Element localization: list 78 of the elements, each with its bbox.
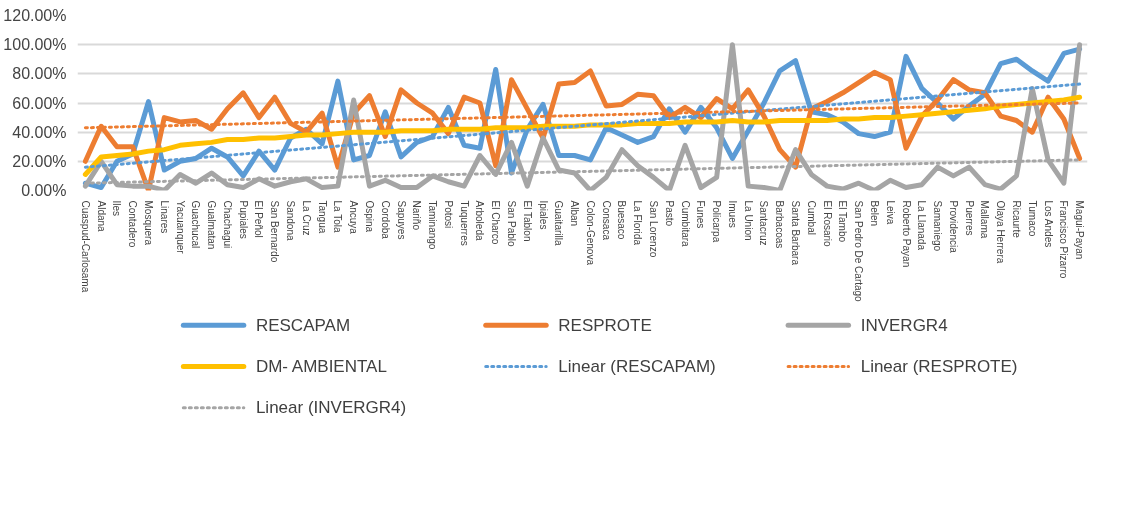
- x-tick-label: Olaya Herrera: [995, 200, 1007, 264]
- x-tick-label: La Llanada: [916, 200, 928, 251]
- x-tick-label: La Union: [742, 200, 754, 241]
- x-tick-label: Santa Barbara: [790, 200, 802, 266]
- x-tick-label: Mallama: [979, 200, 991, 239]
- y-tick-label: 60.00%: [12, 94, 67, 112]
- x-tick-label: Pupiales: [237, 200, 249, 239]
- x-tick-label: El Tambo: [837, 200, 849, 243]
- x-tick-label: Sapuyes: [395, 200, 407, 240]
- x-tick-label: San Bernardo: [269, 200, 281, 263]
- x-tick-label: Buesaco: [616, 200, 628, 240]
- x-tick-label: El Rosario: [821, 200, 833, 248]
- x-tick-label: El Peñol: [253, 200, 265, 238]
- x-tick-label: Contadero: [127, 200, 139, 248]
- x-tick-label: Taminango: [427, 200, 439, 250]
- x-tick-label: Chachagui: [221, 200, 233, 249]
- x-tick-label: Los Andes: [1042, 200, 1054, 248]
- x-tick-label: Cordoba: [379, 200, 391, 240]
- legend-label: Linear (RESPROTE): [860, 357, 1018, 376]
- x-tick-label: Guaitarilla: [553, 200, 565, 246]
- x-tick-label: Yacuanquer: [174, 200, 186, 255]
- y-tick-label: 120.00%: [3, 7, 67, 24]
- x-tick-label: Mosquera: [143, 200, 155, 246]
- x-tick-label: Barbacoas: [774, 200, 786, 249]
- legend-label: Linear (INVERGR4): [255, 398, 407, 418]
- x-tick-label: Funes: [695, 200, 707, 229]
- y-tick-label: 80.00%: [12, 65, 67, 83]
- x-tick-label: Iles: [111, 200, 123, 217]
- x-tick-label: Arboleda: [474, 200, 486, 241]
- x-tick-label: Santacruz: [758, 200, 770, 246]
- x-tick-label: Aldana: [95, 200, 107, 233]
- x-tick-label: Gualmatan: [206, 200, 218, 250]
- x-tick-label: Belen: [868, 200, 880, 227]
- x-tick-label: La Cruz: [300, 200, 312, 236]
- legend-label: INVERGR4: [860, 315, 948, 335]
- x-tick-label: Tumaco: [1026, 200, 1038, 237]
- x-tick-label: Sandona: [285, 200, 297, 241]
- x-tick-label: Roberto Payan: [900, 200, 912, 268]
- x-tick-label: Linares: [158, 200, 170, 234]
- x-tick-label: Imues: [726, 200, 738, 228]
- x-tick-label: Consaca: [600, 200, 612, 241]
- x-tick-label: Providencia: [947, 200, 959, 254]
- x-tick-label: San Lorenzo: [648, 200, 660, 258]
- y-tick-label: 100.00%: [3, 36, 67, 54]
- legend-label: DM- AMBIENTAL: [255, 357, 387, 376]
- x-tick-label: San Pedro De Cartago: [853, 200, 865, 303]
- x-tick-label: El Tablon: [521, 200, 533, 242]
- x-tick-label: Samaniego: [932, 200, 944, 252]
- x-tick-label: Ricaurte: [1010, 200, 1022, 239]
- x-tick-label: Puerres: [963, 200, 975, 236]
- legend-label: RESPROTE: [558, 315, 652, 335]
- x-tick-label: La Tola: [332, 200, 344, 233]
- legend-label: RESCAPAM: [255, 315, 351, 335]
- x-tick-label: Nariño: [411, 200, 423, 231]
- x-tick-label: Ancuya: [348, 200, 360, 235]
- x-tick-label: Policarpa: [711, 200, 723, 243]
- y-tick-label: 40.00%: [12, 123, 67, 141]
- x-tick-label: Guachucal: [190, 200, 202, 249]
- y-tick-label: 0.00%: [21, 182, 67, 199]
- x-tick-label: Alban: [569, 200, 581, 227]
- x-tick-label: Magui-Payan: [1074, 200, 1086, 260]
- legend-label: Linear (RESCAPAM): [558, 357, 716, 376]
- x-tick-label: Potosi: [442, 200, 454, 229]
- x-tick-label: Cumbitara: [679, 200, 691, 248]
- x-tick-label: Tangua: [316, 200, 328, 234]
- x-tick-label: Pasto: [663, 200, 675, 227]
- x-tick-label: Cumbal: [805, 200, 817, 235]
- x-tick-label: Colon-Genova: [584, 200, 596, 266]
- x-tick-label: Tuquerres: [458, 200, 470, 246]
- x-tick-label: Francisco Pizarro: [1058, 200, 1070, 279]
- y-tick-label: 20.00%: [12, 152, 67, 170]
- x-tick-label: Cuaspud-Carlosama: [79, 200, 91, 293]
- x-tick-label: Ospina: [363, 200, 375, 233]
- x-tick-label: La Florida: [632, 200, 644, 246]
- x-tick-label: Ipiales: [537, 200, 549, 230]
- x-tick-label: El Charco: [490, 200, 502, 245]
- x-tick-label: Leiva: [884, 200, 896, 225]
- x-tick-label: San Pablo: [505, 200, 517, 248]
